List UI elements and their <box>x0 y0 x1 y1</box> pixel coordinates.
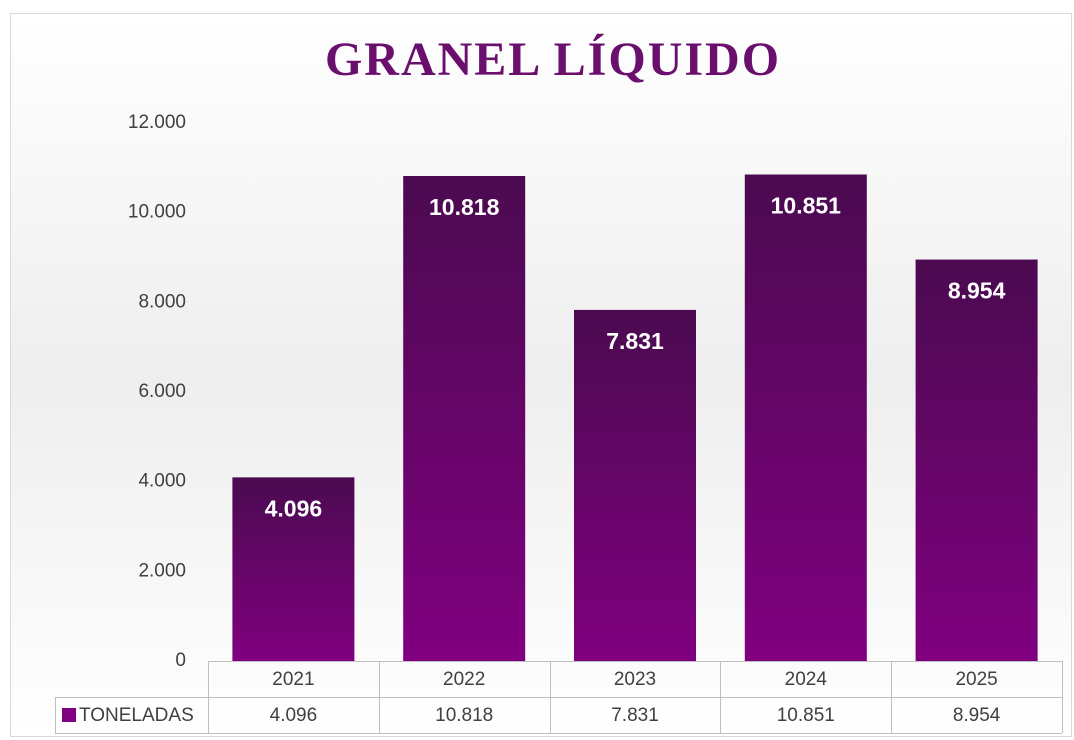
y-tick-label: 2.000 <box>138 560 186 581</box>
data-label: 8.954 <box>948 278 1006 304</box>
bar <box>574 309 696 661</box>
chart-frame <box>10 13 1072 737</box>
y-tick-label: 6.000 <box>138 381 186 402</box>
legend-label: TONELADAS <box>79 705 194 726</box>
x-tick-label: 2022 <box>443 669 485 690</box>
data-label: 10.818 <box>429 194 500 220</box>
table-cell: 10.818 <box>435 705 493 726</box>
table-cell: 8.954 <box>953 705 1001 726</box>
bar <box>403 175 526 662</box>
data-label: 10.851 <box>771 193 842 219</box>
table-cell: 4.096 <box>270 705 318 726</box>
bar <box>915 259 1038 661</box>
x-tick-label: 2021 <box>272 669 314 690</box>
x-tick-label: 2023 <box>614 669 656 690</box>
y-tick-label: 12.000 <box>128 112 186 133</box>
y-tick-label: 0 <box>175 650 186 671</box>
bar <box>744 174 867 662</box>
legend-swatch <box>62 708 76 722</box>
table-cell: 7.831 <box>611 705 659 726</box>
table-cell: 10.851 <box>777 705 835 726</box>
data-label: 7.831 <box>606 328 664 354</box>
y-tick-label: 4.000 <box>138 471 186 492</box>
y-tick-label: 10.000 <box>128 202 186 223</box>
y-tick-label: 8.000 <box>138 291 186 312</box>
x-tick-label: 2024 <box>785 669 828 690</box>
x-tick-label: 2025 <box>955 669 997 690</box>
chart-title: GRANEL LÍQUIDO <box>325 33 781 86</box>
data-label: 4.096 <box>265 495 323 521</box>
bar <box>232 477 355 661</box>
